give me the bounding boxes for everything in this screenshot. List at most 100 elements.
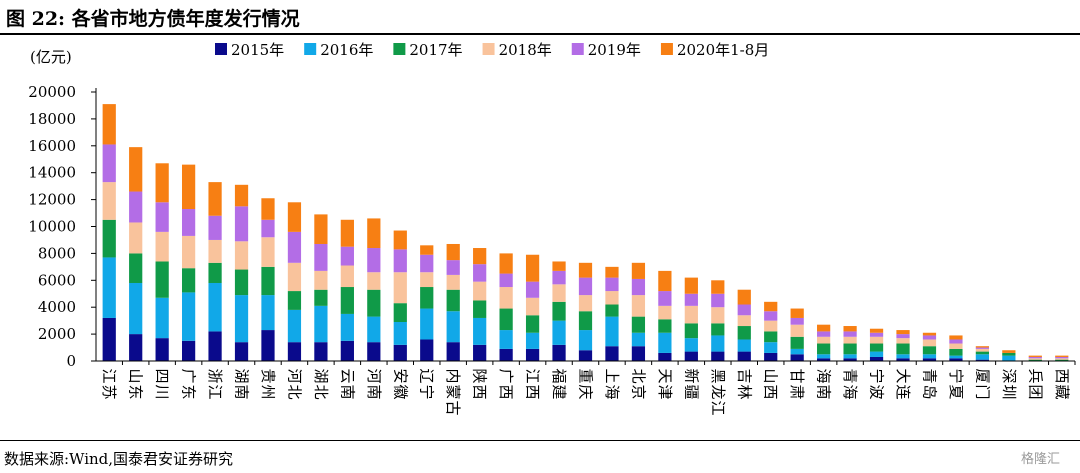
bar-segment — [737, 351, 751, 361]
svg-text:南: 南 — [233, 384, 251, 399]
svg-text:浙: 浙 — [206, 368, 224, 383]
svg-text:湖: 湖 — [233, 368, 251, 383]
bar-segment — [525, 348, 540, 361]
bar-segment — [102, 104, 116, 145]
bar-segment — [737, 326, 751, 340]
legend-swatch — [482, 43, 495, 55]
bar-segment — [975, 346, 990, 348]
bar-segment — [922, 346, 937, 355]
legend-label: 2017年 — [409, 41, 462, 59]
bar-segment — [896, 358, 910, 361]
bar-segment — [499, 253, 513, 274]
bar-segment — [367, 272, 381, 290]
bar-segment — [631, 316, 646, 333]
bar-segment — [473, 300, 487, 318]
svg-text:龙: 龙 — [709, 384, 727, 399]
bar-segment — [605, 304, 619, 317]
bar-segment — [1055, 359, 1069, 361]
svg-text:黑: 黑 — [709, 368, 727, 383]
bar-segment — [420, 272, 434, 288]
bar-segment — [340, 287, 354, 314]
bar-segment — [817, 336, 831, 344]
svg-text:津: 津 — [656, 384, 674, 399]
svg-text:安: 安 — [391, 368, 409, 383]
bar-segment — [975, 347, 990, 349]
bar-segment — [393, 303, 407, 322]
bar-segment — [1002, 355, 1016, 361]
bar-segment — [1002, 352, 1016, 356]
svg-text:海: 海 — [841, 384, 859, 399]
svg-text:山: 山 — [762, 368, 780, 383]
svg-text:辽: 辽 — [418, 368, 436, 383]
bar-segment — [737, 304, 751, 316]
svg-text:宁: 宁 — [418, 384, 436, 399]
bar-segment — [790, 317, 804, 325]
bar-segment — [314, 289, 328, 306]
bar-segment — [129, 191, 143, 223]
bar-segment — [499, 287, 513, 309]
bar-segment — [711, 307, 725, 324]
svg-text:广: 广 — [180, 368, 198, 383]
x-tick-label: 山东 — [127, 368, 145, 399]
bar-segment — [525, 332, 540, 349]
svg-text:西: 西 — [762, 384, 780, 399]
bar-segment — [367, 289, 381, 317]
bar-segment — [975, 348, 990, 352]
svg-text:新: 新 — [682, 368, 700, 383]
bar-segment — [446, 260, 460, 275]
bar-segment — [208, 182, 222, 216]
y-tick-label: 18000 — [28, 110, 76, 128]
bar-segment — [764, 301, 778, 312]
bar-segment — [234, 342, 249, 361]
svg-text:夏: 夏 — [947, 384, 965, 399]
bar-segment — [817, 354, 831, 359]
bar-segment — [287, 309, 302, 343]
bar-segment — [790, 308, 804, 318]
bar-segment — [843, 331, 857, 337]
bar-segment — [287, 231, 302, 263]
bar-segment — [605, 277, 619, 292]
svg-text:西: 西 — [471, 384, 489, 399]
bar-segment — [605, 316, 619, 347]
bar-segment — [181, 164, 196, 210]
bar-segment — [367, 218, 381, 249]
x-axis: 江苏山东四川广东浙江湖南贵州河北湖北云南河南安徽辽宁内蒙古陕西广西江西福建重庆上… — [96, 360, 1076, 416]
svg-text:门: 门 — [973, 384, 991, 399]
bar-segment — [340, 313, 354, 341]
legend-swatch — [215, 43, 227, 55]
svg-text:兵: 兵 — [1026, 368, 1044, 383]
bar-segment — [102, 144, 116, 183]
bar-segment — [129, 334, 143, 361]
bar-segment — [896, 343, 910, 355]
bar-segment — [578, 311, 593, 331]
bar-segment — [234, 269, 249, 296]
bar-segment — [420, 245, 434, 255]
bar-segment — [181, 235, 196, 269]
svg-text:海: 海 — [815, 368, 833, 383]
bar-segment — [896, 354, 910, 359]
bar-segment — [393, 344, 407, 361]
legend-item: 2020年1-8月 — [660, 41, 769, 59]
legend-item: 2018年 — [482, 41, 552, 59]
bar-segment — [711, 293, 725, 308]
bar-segment — [605, 266, 619, 278]
svg-text:陕: 陕 — [471, 368, 489, 383]
x-tick-label: 上海 — [603, 368, 621, 399]
x-tick-label: 江西 — [524, 368, 542, 399]
bar-segment — [949, 358, 963, 361]
svg-text:西: 西 — [524, 384, 542, 399]
bar-segment — [102, 257, 116, 318]
bar-segment — [975, 351, 990, 355]
svg-text:宁: 宁 — [868, 368, 886, 383]
bar-segment — [1028, 359, 1042, 361]
bar-segment — [446, 289, 460, 312]
bar-segment — [1028, 356, 1042, 359]
bar-segment — [658, 332, 672, 353]
legend-swatch — [571, 43, 584, 55]
bar-segment — [473, 317, 487, 345]
legend-label: 2020年1-8月 — [677, 41, 769, 59]
svg-text:肃: 肃 — [788, 384, 806, 399]
bar-segment — [684, 277, 698, 294]
svg-text:古: 古 — [444, 400, 462, 415]
bar-segment — [473, 281, 487, 301]
